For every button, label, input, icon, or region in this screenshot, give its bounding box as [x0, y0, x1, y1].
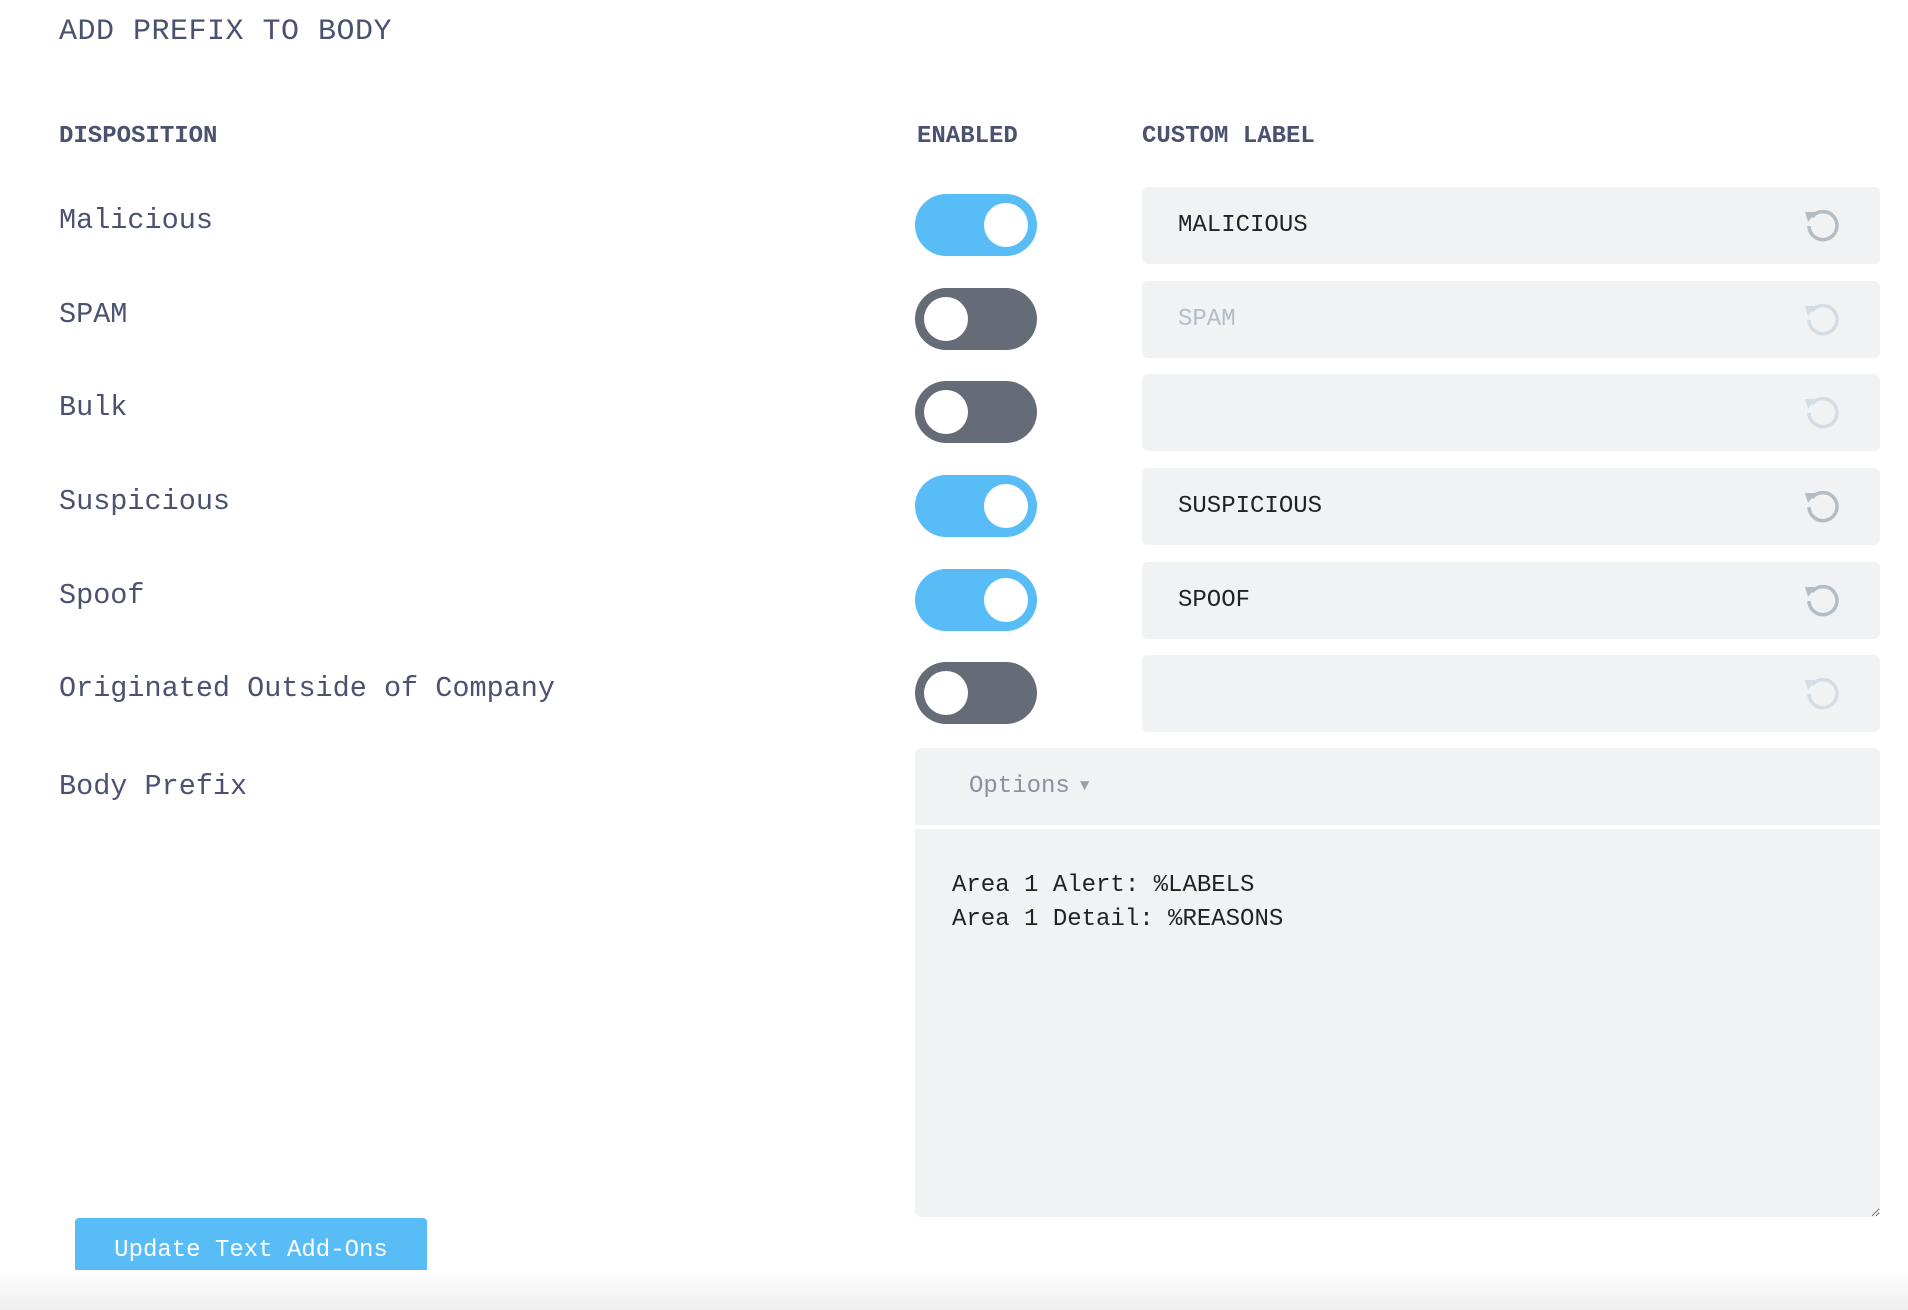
disposition-label-originated-outside-of-company: Originated Outside of Company — [59, 672, 555, 705]
custom-label-field-spam — [1142, 281, 1880, 358]
rotate-ccw-icon[interactable] — [1802, 486, 1844, 528]
toggle-knob — [924, 390, 968, 434]
custom-label-input[interactable] — [1178, 468, 1778, 545]
body-prefix-label: Body Prefix — [59, 770, 248, 803]
header-disposition: DISPOSITION — [59, 123, 218, 150]
custom-label-input[interactable] — [1178, 374, 1778, 451]
custom-label-input[interactable] — [1178, 187, 1778, 264]
rotate-ccw-icon[interactable] — [1802, 205, 1844, 247]
custom-label-input[interactable] — [1178, 281, 1778, 358]
body-prefix-textarea[interactable]: Area 1 Alert: %LABELS Area 1 Detail: %RE… — [915, 829, 1880, 1217]
header-enabled: ENABLED — [917, 123, 1018, 150]
toggle-knob — [984, 578, 1028, 622]
rotate-ccw-icon[interactable] — [1802, 299, 1844, 341]
enabled-toggle-spam[interactable] — [915, 288, 1037, 350]
custom-label-input[interactable] — [1178, 655, 1778, 732]
header-custom-label: CUSTOM LABEL — [1142, 123, 1315, 150]
caret-down-icon: ▼ — [1079, 777, 1090, 795]
enabled-toggle-suspicious[interactable] — [915, 475, 1037, 537]
custom-label-field-suspicious — [1142, 468, 1880, 545]
custom-label-field-bulk — [1142, 374, 1880, 451]
custom-label-field-spoof — [1142, 562, 1880, 639]
disposition-label-malicious: Malicious — [59, 204, 213, 237]
custom-label-input[interactable] — [1178, 562, 1778, 639]
rotate-ccw-icon[interactable] — [1802, 580, 1844, 622]
custom-label-field-malicious — [1142, 187, 1880, 264]
enabled-toggle-malicious[interactable] — [915, 194, 1037, 256]
rotate-ccw-icon[interactable] — [1802, 392, 1844, 434]
bottom-fade — [0, 1270, 1908, 1310]
options-dropdown[interactable]: Options ▼ — [969, 748, 1089, 825]
toggle-knob — [924, 671, 968, 715]
disposition-label-spoof: Spoof — [59, 579, 145, 612]
disposition-label-suspicious: Suspicious — [59, 485, 231, 518]
enabled-toggle-originated-outside-of-company[interactable] — [915, 662, 1037, 724]
options-bar: Options ▼ — [915, 748, 1880, 825]
section-title: ADD PREFIX TO BODY — [59, 15, 393, 49]
disposition-label-spam: SPAM — [59, 298, 128, 331]
custom-label-field-originated-outside-of-company — [1142, 655, 1880, 732]
options-label: Options — [969, 773, 1070, 800]
disposition-label-bulk: Bulk — [59, 391, 128, 424]
enabled-toggle-spoof[interactable] — [915, 569, 1037, 631]
toggle-knob — [984, 203, 1028, 247]
toggle-knob — [924, 297, 968, 341]
enabled-toggle-bulk[interactable] — [915, 381, 1037, 443]
toggle-knob — [984, 484, 1028, 528]
rotate-ccw-icon[interactable] — [1802, 673, 1844, 715]
